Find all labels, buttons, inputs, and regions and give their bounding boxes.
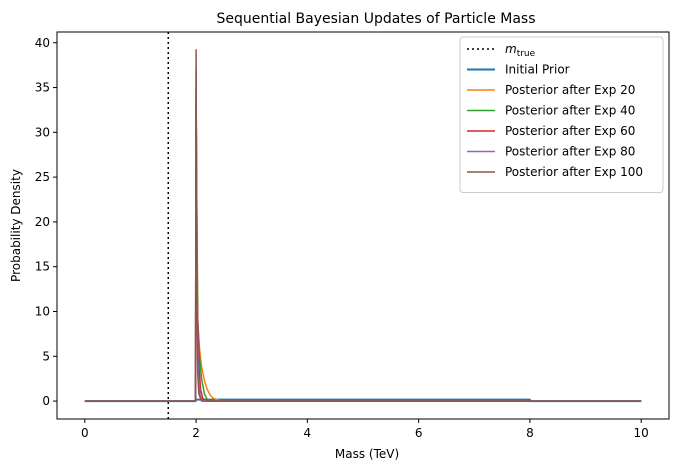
series-line-5 <box>84 49 642 402</box>
x-tick-label: 2 <box>192 426 200 440</box>
x-axis-label: Mass (TeV) <box>335 447 399 461</box>
y-tick-label: 10 <box>35 305 50 319</box>
chart-title: Sequential Bayesian Updates of Particle … <box>216 11 535 27</box>
plot-frame <box>56 31 670 420</box>
legend-box <box>459 36 664 193</box>
legend-label-1: Posterior after Exp 20 <box>505 83 635 97</box>
x-tick-label: 6 <box>415 426 423 440</box>
y-tick-label: 15 <box>35 260 50 274</box>
legend-label-0: Initial Prior <box>505 63 570 77</box>
legend-label-5: Posterior after Exp 100 <box>505 165 643 179</box>
x-tick-label: 4 <box>304 426 312 440</box>
legend-label-4: Posterior after Exp 80 <box>505 145 635 159</box>
x-tick-label: 0 <box>81 426 89 440</box>
x-tick-label: 8 <box>526 426 534 440</box>
legend-label-2: Posterior after Exp 40 <box>505 104 635 118</box>
y-tick-label: 25 <box>35 170 50 184</box>
y-tick-label: 30 <box>35 125 50 139</box>
y-tick-label: 0 <box>42 394 50 408</box>
y-axis-label: Probability Density <box>9 169 23 282</box>
legend: mtrue Initial Prior Posterior after Exp 20… <box>459 36 664 193</box>
y-tick-label: 35 <box>35 81 50 95</box>
y-tick-label: 20 <box>35 215 50 229</box>
legend-label-reference: mtrue <box>505 42 536 59</box>
x-tick-label: 10 <box>634 426 649 440</box>
y-tick-label: 40 <box>35 36 50 50</box>
y-tick-label: 5 <box>42 349 50 363</box>
legend-label-3: Posterior after Exp 60 <box>505 124 635 138</box>
